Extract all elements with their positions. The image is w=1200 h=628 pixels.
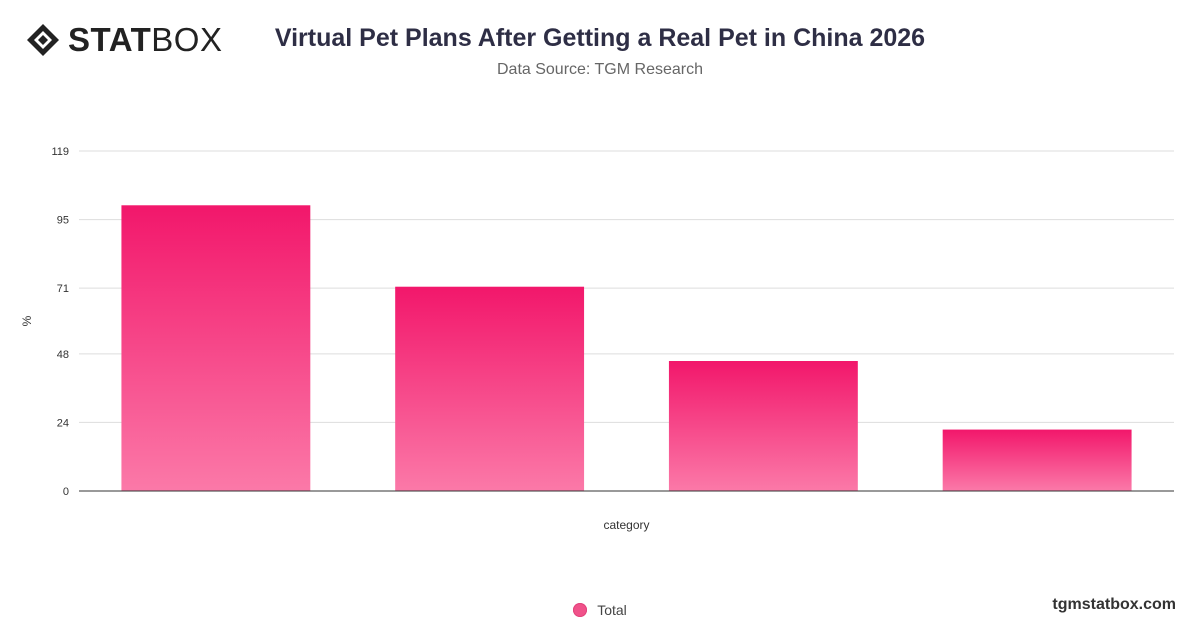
logo-text-light: BOX bbox=[151, 21, 223, 58]
bar bbox=[668, 361, 858, 491]
statbox-diamond-icon bbox=[27, 24, 59, 56]
y-tick-label: 71 bbox=[57, 283, 69, 295]
bar bbox=[395, 286, 585, 491]
y-tick-label: 24 bbox=[57, 417, 69, 429]
bar bbox=[942, 429, 1132, 491]
chart-legend: Total bbox=[0, 602, 1200, 618]
legend-swatch-total bbox=[573, 603, 588, 617]
bar bbox=[121, 205, 311, 492]
site-url: tgmstatbox.com bbox=[1052, 596, 1176, 613]
x-axis-label: category bbox=[603, 518, 649, 532]
chart-title: Virtual Pet Plans After Getting a Real P… bbox=[274, 24, 926, 52]
y-tick-label: 119 bbox=[51, 146, 69, 158]
chart-subtitle: Data Source: TGM Research bbox=[496, 61, 703, 78]
statbox-logo: STATBOX bbox=[26, 22, 222, 58]
y-tick-label: 95 bbox=[57, 215, 69, 227]
logo-wordmark: STATBOX bbox=[68, 22, 222, 58]
y-tick-label: 0 bbox=[63, 486, 69, 498]
y-axis-label: % bbox=[20, 315, 34, 326]
logo-text-bold: STAT bbox=[68, 21, 152, 58]
y-tick-label: 48 bbox=[57, 349, 69, 361]
legend-label-total: Total bbox=[597, 602, 627, 618]
